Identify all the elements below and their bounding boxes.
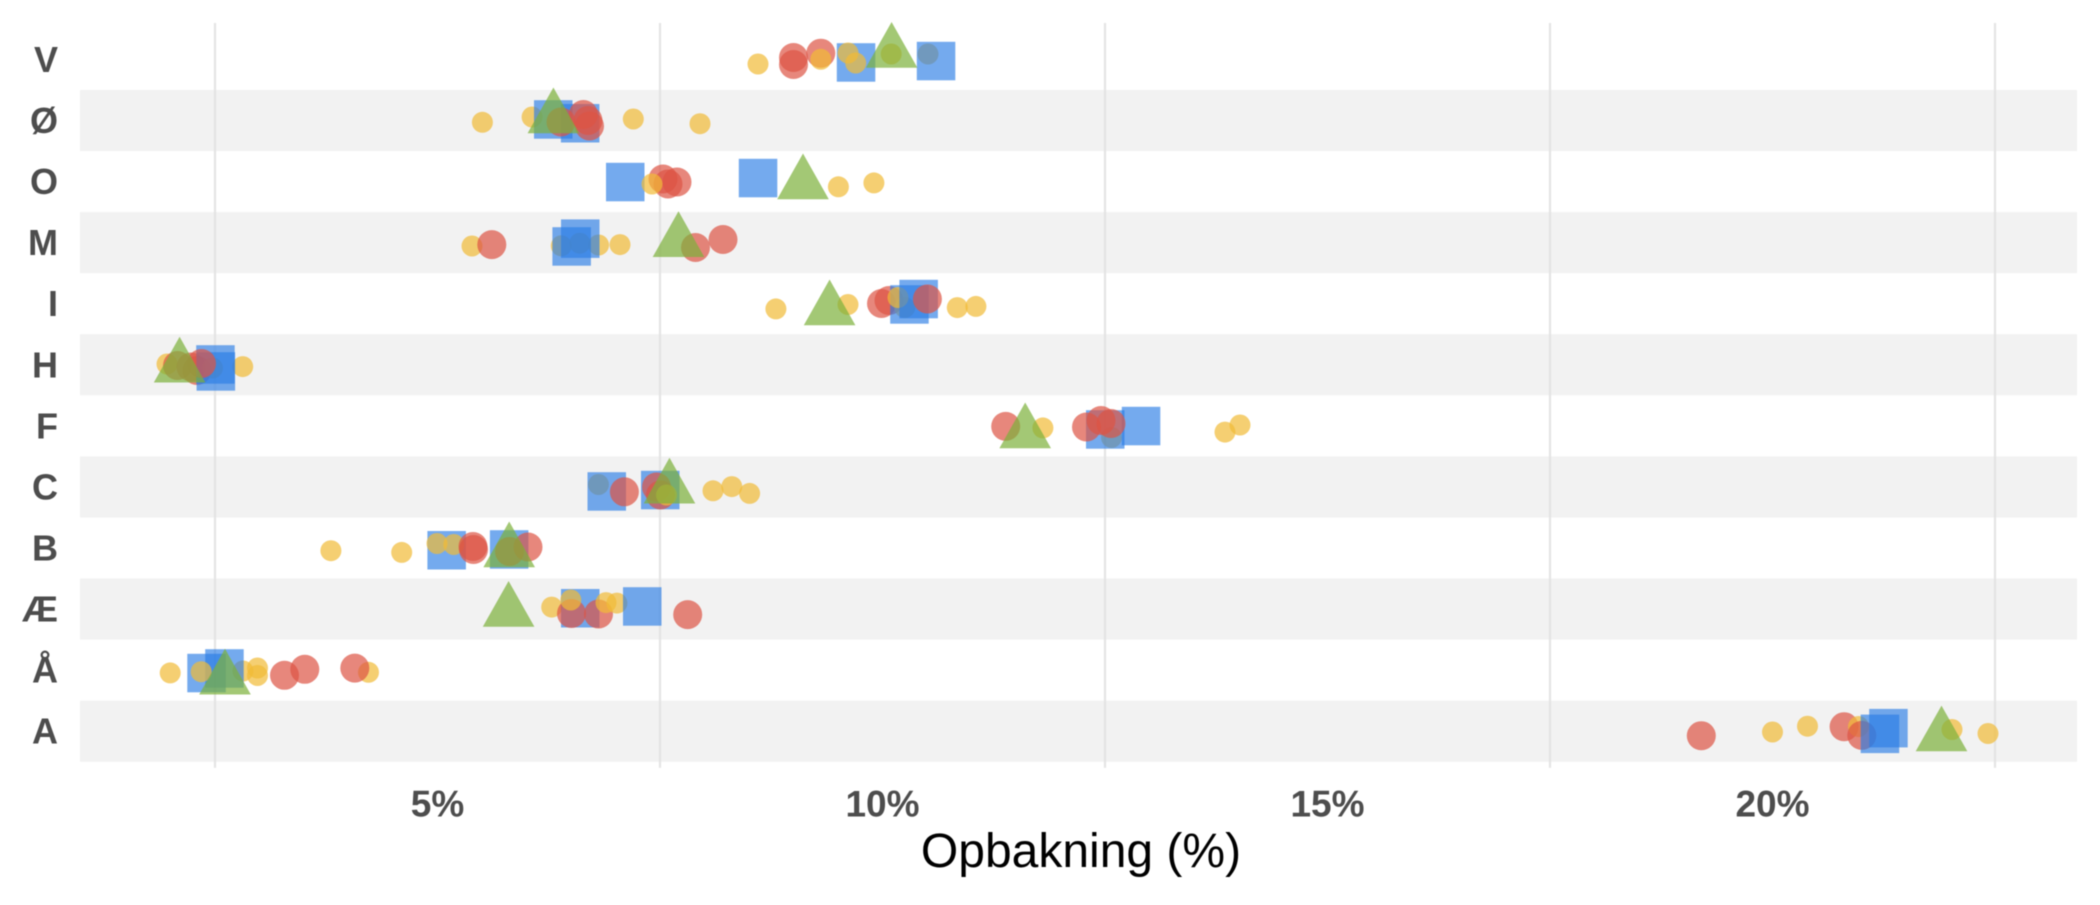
svg-text:F: F [36,405,58,446]
svg-text:M: M [28,222,58,263]
svg-text:O: O [30,161,58,202]
svg-text:5%: 5% [411,784,464,825]
svg-text:20%: 20% [1735,784,1809,825]
svg-text:B: B [32,528,58,569]
svg-text:Å: Å [32,650,58,691]
svg-text:C: C [32,466,58,507]
svg-text:Æ: Æ [22,589,58,630]
svg-text:15%: 15% [1290,784,1364,825]
svg-text:10%: 10% [845,784,919,825]
svg-text:V: V [34,39,58,80]
svg-text:A: A [32,711,58,752]
svg-text:H: H [32,344,58,385]
svg-text:Ø: Ø [30,100,58,141]
svg-text:Opbakning (%): Opbakning (%) [921,825,1241,878]
svg-text:I: I [48,283,58,324]
